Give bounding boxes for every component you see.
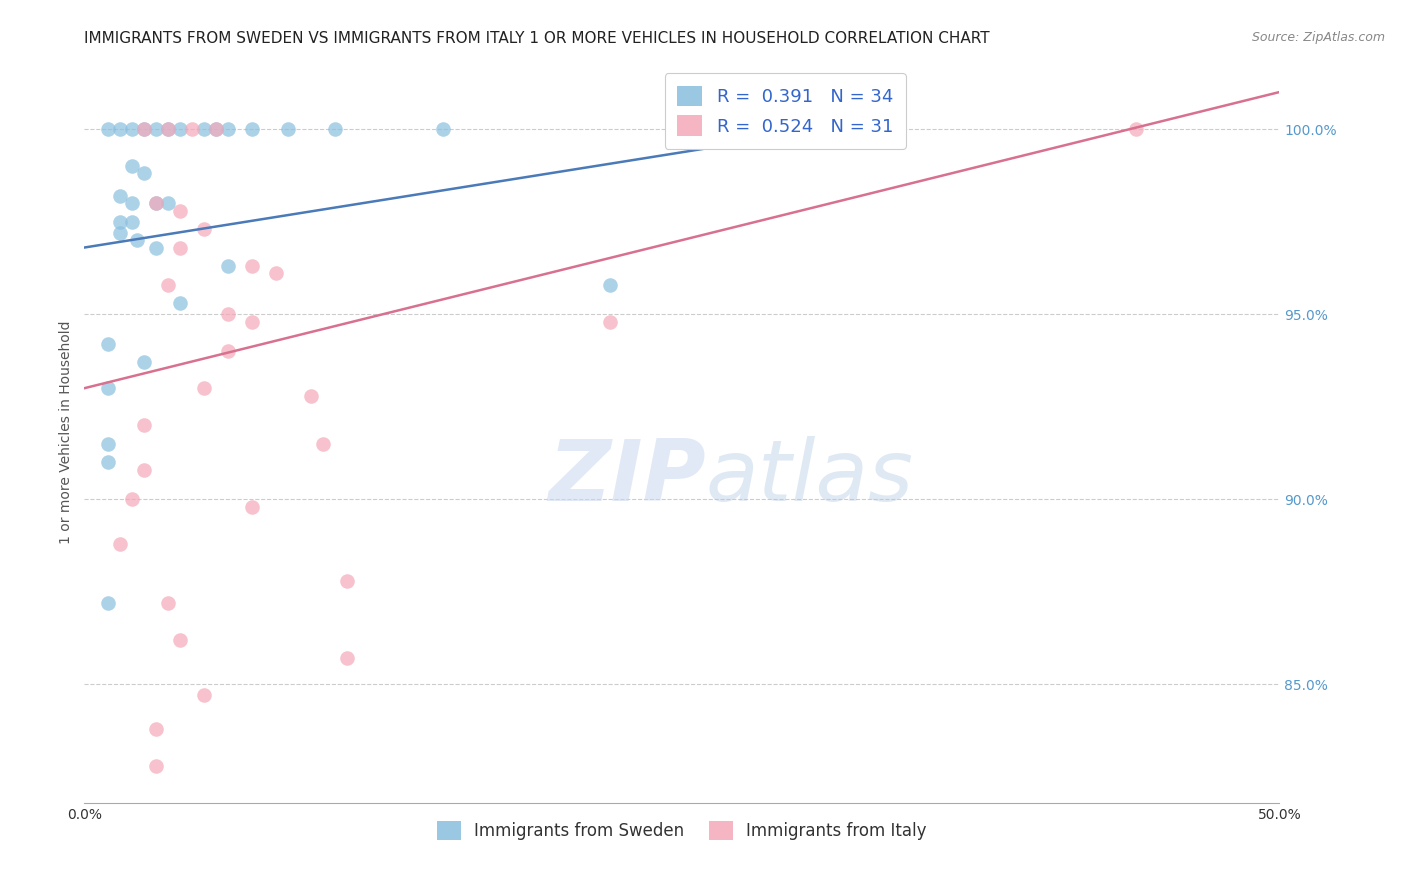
Point bbox=[240, 315, 263, 329]
Point bbox=[132, 122, 156, 136]
Point bbox=[110, 122, 132, 136]
Point bbox=[110, 214, 132, 228]
Point bbox=[157, 122, 180, 136]
Point bbox=[240, 500, 263, 514]
Point bbox=[301, 388, 323, 402]
Point bbox=[193, 689, 215, 703]
Point bbox=[217, 259, 239, 273]
Point bbox=[132, 122, 156, 136]
Point bbox=[110, 188, 132, 202]
Point bbox=[157, 196, 180, 211]
Point bbox=[145, 196, 167, 211]
Point bbox=[205, 122, 228, 136]
Point bbox=[125, 233, 148, 247]
Point bbox=[193, 122, 215, 136]
Point bbox=[145, 759, 167, 773]
Point bbox=[205, 122, 228, 136]
Point bbox=[110, 226, 132, 240]
Point bbox=[121, 122, 143, 136]
Point bbox=[145, 122, 167, 136]
Point bbox=[217, 344, 239, 359]
Point bbox=[432, 122, 454, 136]
Point bbox=[325, 122, 347, 136]
Point bbox=[132, 462, 156, 476]
Point bbox=[97, 455, 120, 469]
Point bbox=[169, 122, 191, 136]
Point bbox=[157, 596, 180, 610]
Point bbox=[336, 574, 359, 588]
Text: atlas: atlas bbox=[706, 435, 914, 518]
Text: Source: ZipAtlas.com: Source: ZipAtlas.com bbox=[1251, 31, 1385, 45]
Point bbox=[312, 436, 335, 450]
Point bbox=[97, 596, 120, 610]
Point bbox=[121, 214, 143, 228]
Point bbox=[157, 277, 180, 292]
Point bbox=[169, 203, 191, 218]
Point bbox=[132, 355, 156, 369]
Point bbox=[181, 122, 204, 136]
Text: IMMIGRANTS FROM SWEDEN VS IMMIGRANTS FROM ITALY 1 OR MORE VEHICLES IN HOUSEHOLD : IMMIGRANTS FROM SWEDEN VS IMMIGRANTS FRO… bbox=[84, 31, 990, 46]
Point bbox=[145, 196, 167, 211]
Point bbox=[97, 336, 120, 351]
Point bbox=[264, 267, 287, 281]
Legend: Immigrants from Sweden, Immigrants from Italy: Immigrants from Sweden, Immigrants from … bbox=[427, 811, 936, 850]
Point bbox=[217, 307, 239, 321]
Point bbox=[217, 122, 239, 136]
Y-axis label: 1 or more Vehicles in Household: 1 or more Vehicles in Household bbox=[59, 321, 73, 544]
Point bbox=[97, 381, 120, 395]
Point bbox=[169, 632, 191, 647]
Point bbox=[599, 315, 621, 329]
Point bbox=[97, 122, 120, 136]
Point bbox=[1125, 122, 1147, 136]
Point bbox=[193, 222, 215, 236]
Point bbox=[277, 122, 299, 136]
Point bbox=[121, 196, 143, 211]
Point bbox=[240, 122, 263, 136]
Text: ZIP: ZIP bbox=[548, 435, 706, 518]
Point bbox=[599, 277, 621, 292]
Point bbox=[169, 241, 191, 255]
Point bbox=[121, 492, 143, 507]
Point bbox=[121, 159, 143, 173]
Point bbox=[157, 122, 180, 136]
Point bbox=[132, 167, 156, 181]
Point bbox=[132, 418, 156, 433]
Point bbox=[240, 259, 263, 273]
Point bbox=[145, 241, 167, 255]
Point bbox=[336, 651, 359, 665]
Point bbox=[97, 436, 120, 450]
Point bbox=[169, 296, 191, 310]
Point bbox=[193, 381, 215, 395]
Point bbox=[145, 722, 167, 736]
Point bbox=[110, 536, 132, 550]
